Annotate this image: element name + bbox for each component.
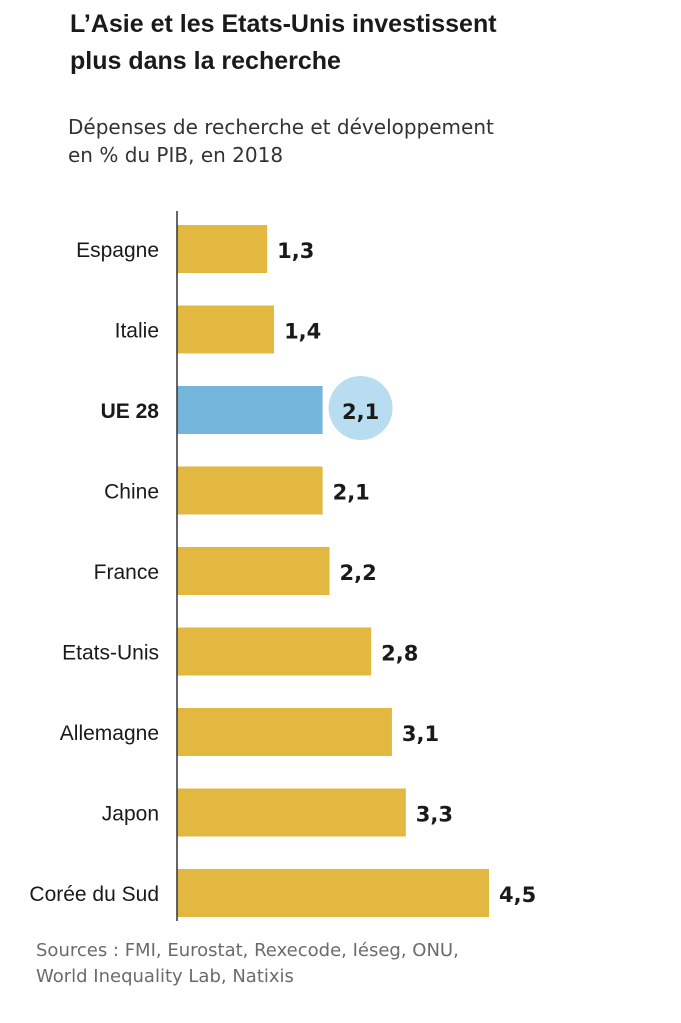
highlight-circle [328,376,393,440]
chart-title-line-2: plus dans la recherche [70,47,341,75]
bar-8 [177,869,489,917]
chart-title-line-1: L’Asie et les Etats-Unis investissent [70,10,497,38]
category-label: France [94,561,159,584]
bar-6 [177,708,392,756]
bar-5 [177,627,372,676]
category-label: Etats-Unis [62,642,159,665]
bar-7 [177,788,406,837]
sources-line-1: Sources : FMI, Eurostat, Rexecode, Iéseg… [36,940,459,961]
value-label: 1,3 [277,239,314,263]
chart-subtitle: Dépenses de recherche et développement e… [68,113,668,169]
value-label: 1,4 [284,320,321,344]
sources-line-2: World Inequality Lab, Natixis [36,966,294,987]
value-label: 2,8 [381,642,418,666]
category-label: UE 28 [101,400,160,423]
value-label: 2,1 [342,400,379,424]
category-label: Italie [115,320,159,343]
sources-note: Sources : FMI, Eurostat, Rexecode, Iéseg… [36,938,656,990]
bar-3 [177,466,323,515]
chart-subtitle-line-1: Dépenses de recherche et développement [68,115,494,139]
category-label: Chine [104,481,159,504]
value-label: 4,5 [499,883,536,907]
chart-title: L’Asie et les Etats-Unis investissent pl… [70,6,670,80]
bar-4 [177,547,330,595]
value-label: 2,1 [333,481,370,505]
bar-2 [177,386,323,434]
chart-subtitle-line-2: en % du PIB, en 2018 [68,143,284,167]
bar-0 [177,225,268,273]
bar-1 [177,305,275,354]
category-label: Espagne [76,239,159,262]
value-label: 2,2 [340,561,377,585]
category-label: Japon [102,803,159,826]
category-label: Allemagne [60,722,159,745]
value-label: 3,1 [402,722,439,746]
category-label: Corée du Sud [29,883,159,906]
value-label: 3,3 [416,803,453,827]
